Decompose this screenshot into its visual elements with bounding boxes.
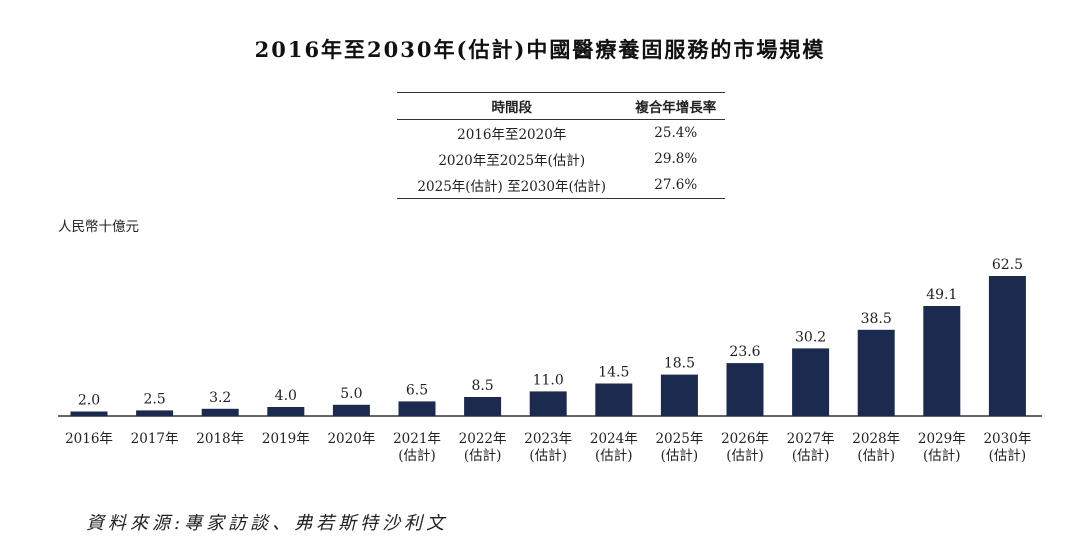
cagr-period-cell: 2025年(估計) 至2030年(估計) <box>417 179 606 195</box>
x-tick-label: 2029年 <box>918 431 966 447</box>
y-axis-unit-label: 人民幣十億元 <box>58 219 139 235</box>
x-tick-label: 2024年 <box>590 431 638 447</box>
x-tick-label: 2025年 <box>655 431 703 447</box>
data-label: 30.2 <box>795 329 826 345</box>
x-tick-label: 2017年 <box>131 431 179 447</box>
bar <box>792 348 830 416</box>
bar <box>988 276 1026 416</box>
bar <box>595 383 633 416</box>
x-tick-label: (估計) <box>726 448 764 464</box>
x-tick-label: 2019年 <box>262 431 310 447</box>
bar <box>332 404 370 416</box>
bar <box>136 410 174 416</box>
cagr-rate-cell: 29.8% <box>654 151 698 167</box>
cagr-table-header-row: 時間段 複合年增長率 <box>397 92 725 120</box>
cagr-table-row: 2020年至2025年(估計) 29.8% <box>397 146 725 172</box>
x-tick-label: (估計) <box>529 448 567 464</box>
data-label: 6.5 <box>406 382 428 398</box>
cagr-table-row: 2016年至2020年 25.4% <box>397 120 725 147</box>
x-tick-label: 2022年 <box>459 431 507 447</box>
x-tick-label: (估計) <box>989 448 1027 464</box>
x-tick-label: (估計) <box>923 448 961 464</box>
data-label: 11.0 <box>533 372 564 388</box>
data-label: 62.5 <box>992 257 1023 273</box>
x-tick-label: 2016年 <box>65 431 113 447</box>
data-label: 2.0 <box>78 393 100 409</box>
bar <box>398 401 436 416</box>
bar <box>464 397 502 416</box>
x-tick-label: (估計) <box>661 448 699 464</box>
cagr-header-period: 時間段 <box>491 100 532 116</box>
data-label: 5.0 <box>340 386 362 402</box>
bar <box>726 363 764 416</box>
bar <box>267 407 305 416</box>
x-tick-label: (估計) <box>792 448 830 464</box>
bar-chart: 2.0 2016年 2.5 2017年 3.2 2018年 4.0 2019年 5.0 2020年… <box>58 257 1042 464</box>
cagr-rate-cell: 25.4% <box>654 125 698 141</box>
cagr-period-cell: 2016年至2020年 <box>457 127 567 143</box>
x-tick-label: 2021年 <box>393 431 441 447</box>
x-tick-label: 2026年 <box>721 431 769 447</box>
x-tick-label: 2023年 <box>524 431 572 447</box>
x-tick-label: 2018年 <box>196 431 244 447</box>
x-tick-label: 2027年 <box>787 431 835 447</box>
bar <box>857 329 895 416</box>
data-label: 2.5 <box>143 391 165 407</box>
cagr-table-row: 2025年(估計) 至2030年(估計) 27.6% <box>397 172 725 199</box>
data-label: 14.5 <box>598 365 629 381</box>
chart-title: 2016年至2030年(估計)中國醫療養固服務的市場規模 <box>254 37 826 62</box>
source-note: 資料來源:專家訪談、弗若斯特沙利文 <box>86 513 449 534</box>
x-tick-label: (估計) <box>398 448 436 464</box>
bar <box>70 411 108 416</box>
bar <box>529 391 567 416</box>
x-tick-label: (估計) <box>857 448 895 464</box>
cagr-table: 時間段 複合年增長率 2016年至2020年 25.4% 2020年至2025年… <box>397 92 725 199</box>
data-label: 4.0 <box>275 388 297 404</box>
cagr-period-cell: 2020年至2025年(估計) <box>438 153 586 169</box>
cagr-rate-cell: 27.6% <box>654 177 698 193</box>
cagr-header-rate: 複合年增長率 <box>635 100 717 116</box>
x-tick-label: (估計) <box>595 448 633 464</box>
bar <box>201 408 239 416</box>
data-label: 23.6 <box>729 344 760 360</box>
bar <box>923 306 961 416</box>
data-label: 38.5 <box>861 311 892 327</box>
data-label: 18.5 <box>664 356 695 372</box>
data-label: 8.5 <box>471 378 493 394</box>
data-label: 49.1 <box>926 287 957 303</box>
x-tick-label: 2030年 <box>983 431 1031 447</box>
x-tick-label: 2020年 <box>327 431 375 447</box>
x-tick-label: (估計) <box>464 448 502 464</box>
x-tick-label: 2028年 <box>852 431 900 447</box>
data-label: 3.2 <box>209 390 231 406</box>
bar <box>660 374 698 416</box>
